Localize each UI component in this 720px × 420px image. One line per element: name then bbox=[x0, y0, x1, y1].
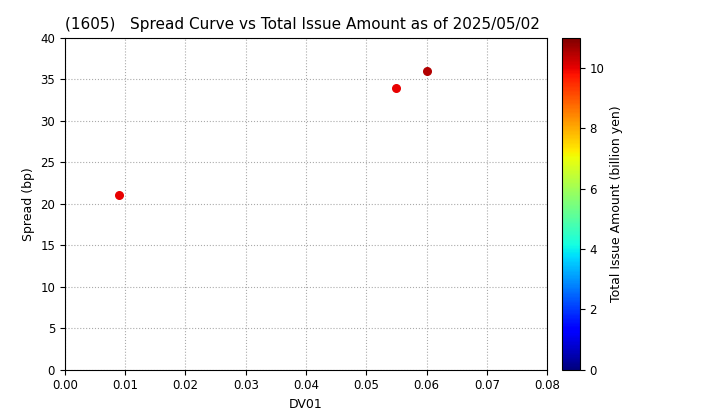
Y-axis label: Spread (bp): Spread (bp) bbox=[22, 167, 35, 241]
Point bbox=[391, 84, 402, 91]
X-axis label: DV01: DV01 bbox=[289, 398, 323, 411]
Point bbox=[420, 68, 432, 74]
Y-axis label: Total Issue Amount (billion yen): Total Issue Amount (billion yen) bbox=[610, 105, 623, 302]
Point bbox=[113, 192, 125, 199]
Text: (1605)   Spread Curve vs Total Issue Amount as of 2025/05/02: (1605) Spread Curve vs Total Issue Amoun… bbox=[65, 18, 540, 32]
